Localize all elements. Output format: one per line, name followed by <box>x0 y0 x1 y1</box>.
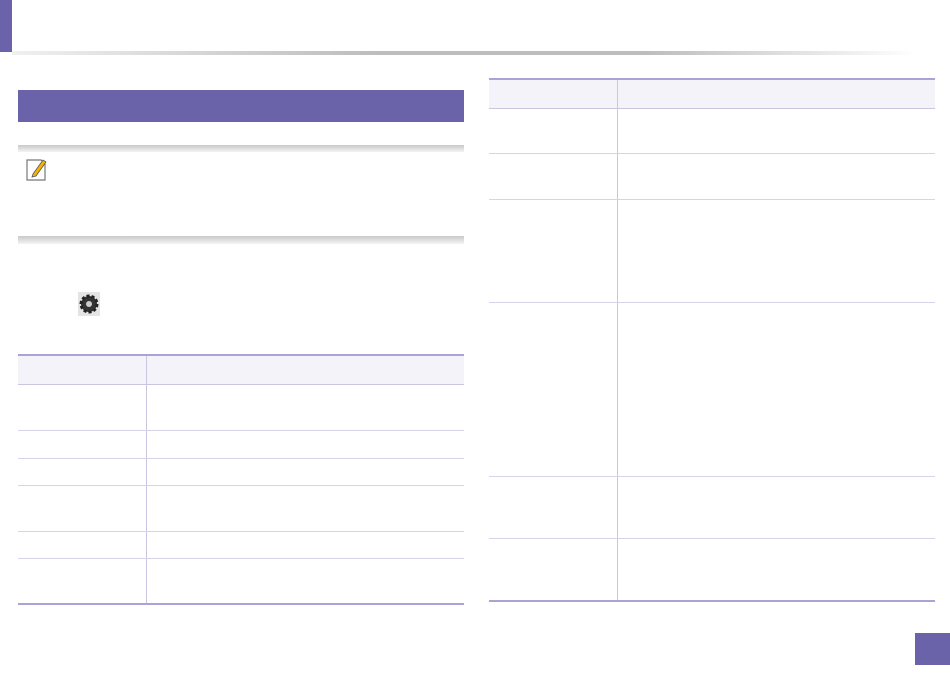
note-bottom <box>18 236 464 244</box>
settings-icon <box>78 292 100 316</box>
note-icon <box>26 159 47 181</box>
right-table <box>489 78 935 602</box>
row-divider <box>18 485 464 486</box>
table-header <box>18 356 464 385</box>
page-number-box <box>915 633 950 665</box>
row-divider <box>18 430 464 431</box>
note-top <box>18 145 464 152</box>
header-rule <box>12 51 917 55</box>
row-divider <box>18 558 464 559</box>
header-tab <box>0 0 12 52</box>
row-divider <box>489 302 935 303</box>
row-divider <box>489 538 935 539</box>
table-header <box>489 80 935 109</box>
column-divider <box>617 80 618 600</box>
row-divider <box>489 199 935 200</box>
section-bar <box>18 90 464 122</box>
row-divider <box>18 531 464 532</box>
row-divider <box>489 153 935 154</box>
left-table <box>18 354 464 605</box>
row-divider <box>489 476 935 477</box>
row-divider <box>18 458 464 459</box>
column-divider <box>146 356 147 603</box>
